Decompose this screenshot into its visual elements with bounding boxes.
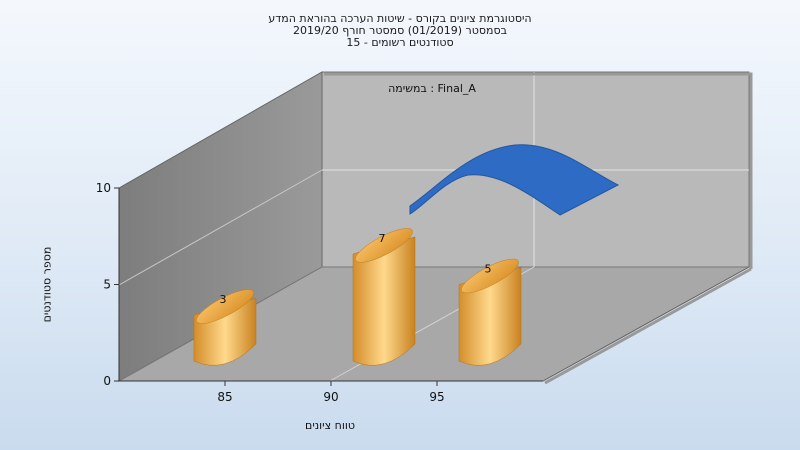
- series-curve: [409, 144, 620, 216]
- chart-title-line-1: היסטוגרמת ציונים בקורס - שיטות הערכה בהו…: [268, 12, 532, 25]
- y-tick-label: 5: [103, 278, 111, 292]
- frame-edge-top: [324, 72, 753, 269]
- side-grid-5: [118, 169, 323, 286]
- bar-data-label: 3: [220, 293, 227, 306]
- bar-data-label: 7: [379, 232, 386, 245]
- chart-title-line-2: בסמסטר (01/2019) סמסטר חורף 2019/20: [293, 24, 507, 37]
- x-tick-label: 85: [217, 390, 232, 404]
- bar-body: [352, 236, 416, 366]
- bar-data-label: 5: [485, 263, 492, 276]
- y-axis-title: מספר סטודנטים: [40, 246, 54, 323]
- bar-cap: [461, 258, 519, 294]
- y-tick-label: 0: [103, 374, 111, 388]
- bar-3: 3: [193, 289, 257, 366]
- chart-title-line-3: סטודנטים רשומים - 15: [346, 36, 454, 49]
- x-axis-title: טווח ציונים: [305, 419, 355, 432]
- annotation-label: במשימה : Final_A: [388, 82, 476, 95]
- bar-cap: [355, 228, 413, 263]
- floor-front-edge: [542, 266, 750, 382]
- x-tick-label: 90: [323, 390, 338, 404]
- bar-cap: [196, 289, 254, 324]
- bar-5: 5: [458, 258, 522, 366]
- x-tick-label: 95: [429, 390, 444, 404]
- bar-7: 7: [352, 228, 416, 366]
- y-tick-label: 10: [96, 181, 111, 195]
- frame-edge-floor: [544, 267, 752, 385]
